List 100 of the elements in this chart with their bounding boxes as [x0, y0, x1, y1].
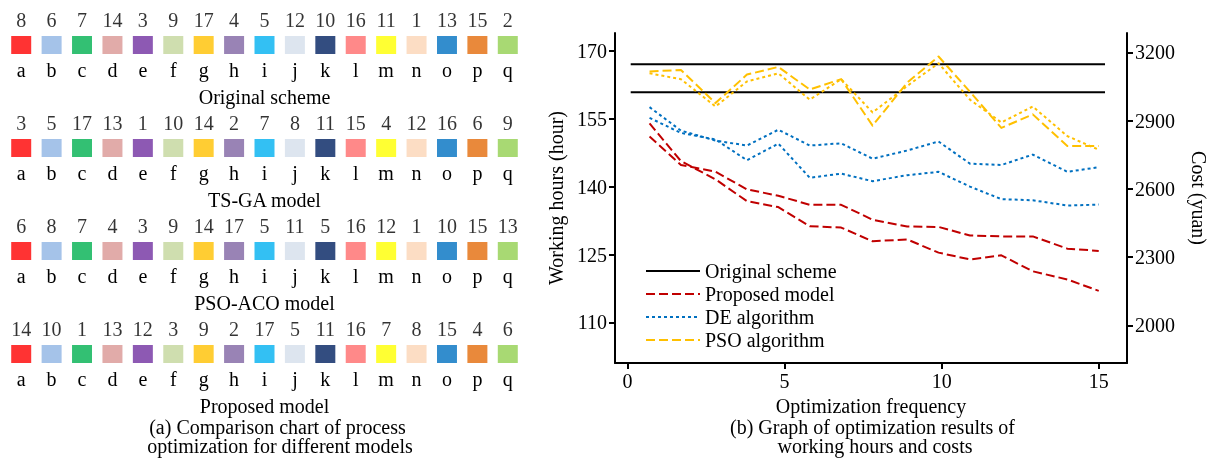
category-label: b	[46, 368, 57, 390]
data-label: 15	[467, 9, 488, 31]
y2-tick-label: 2600	[1135, 177, 1175, 200]
legend-label: Proposed model	[705, 283, 835, 306]
category-label: p	[472, 265, 483, 287]
data-label: 10	[163, 112, 184, 134]
data-label: 2	[502, 9, 513, 31]
data-label: 1	[137, 112, 148, 134]
category-label: p	[472, 368, 483, 390]
text: Proposed model	[199, 395, 330, 418]
category-label: g	[198, 368, 209, 390]
data-label: 10	[41, 318, 62, 340]
legend-label: DE algorithm	[705, 306, 815, 329]
data-label: 5	[259, 215, 270, 237]
data-label: 9	[168, 215, 179, 237]
category-label: m	[378, 368, 394, 390]
data-label: 6	[16, 215, 27, 237]
category-label: f	[169, 368, 177, 390]
data-label: 12	[132, 318, 153, 340]
y-tick-label: 140	[577, 175, 607, 198]
data-label: 12	[284, 9, 305, 31]
data-label: 12	[406, 112, 427, 134]
category-label: n	[411, 162, 422, 184]
category-label: q	[502, 59, 513, 82]
data-label: 8	[46, 215, 57, 237]
data-label: 13	[102, 318, 123, 340]
category-label: f	[169, 265, 177, 287]
category-label: e	[138, 162, 148, 184]
y-tick-label: 110	[577, 311, 607, 334]
category-label: l	[352, 368, 359, 390]
category-label: g	[198, 59, 209, 82]
data-label: 16	[345, 318, 366, 340]
legend-label: Original scheme	[705, 260, 837, 283]
category-label: e	[138, 59, 148, 81]
text: Original scheme	[198, 86, 331, 109]
category-label: e	[138, 265, 148, 287]
data-label: 17	[224, 215, 245, 237]
x-tick-label: 15	[1088, 370, 1109, 392]
category-label: g	[198, 162, 209, 184]
y2-tick-label: 2900	[1135, 109, 1175, 132]
category-label: q	[502, 368, 513, 390]
category-label: c	[77, 162, 87, 184]
data-label: 14	[193, 112, 214, 134]
data-label: 7	[259, 112, 270, 134]
category-label: p	[472, 162, 483, 184]
category-label: b	[46, 265, 57, 287]
data-label: 11	[315, 318, 335, 340]
data-label: 6	[472, 112, 483, 134]
data-label: 7	[77, 9, 88, 31]
data-label: 15	[467, 215, 488, 237]
data-label: 10	[436, 215, 457, 237]
data-label: 2	[229, 318, 240, 340]
y2-tick-label: 2000	[1135, 314, 1175, 337]
y-tick-label: 170	[577, 40, 607, 63]
category-label: c	[77, 59, 87, 81]
y-tick-label: 125	[577, 243, 607, 266]
legend-label: PSO algorithm	[705, 329, 825, 352]
category-label: c	[77, 368, 87, 390]
data-label: 15	[436, 318, 457, 340]
data-label: 7	[381, 318, 392, 340]
data-label: 16	[345, 9, 366, 31]
data-label: 5	[259, 9, 270, 31]
category-label: h	[229, 59, 240, 81]
category-label: b	[46, 162, 57, 184]
x-tick-label: 5	[779, 370, 790, 392]
category-label: g	[198, 265, 209, 287]
data-label: 5	[320, 215, 331, 237]
category-label: i	[261, 265, 268, 287]
category-label: a	[16, 265, 26, 287]
data-label: 16	[436, 112, 457, 134]
data-label: 17	[72, 112, 93, 134]
data-label: 4	[472, 318, 483, 340]
y2-tick-label: 2300	[1135, 246, 1175, 269]
data-label: 2	[229, 112, 240, 134]
y-tick-label: 155	[577, 107, 607, 130]
data-label: 3	[137, 9, 148, 31]
data-label: 9	[198, 318, 209, 340]
data-label: 13	[436, 9, 457, 31]
category-label: m	[378, 265, 394, 287]
category-label: o	[441, 59, 452, 81]
category-label: l	[352, 265, 359, 287]
category-label: i	[261, 368, 268, 390]
category-label: j	[292, 368, 298, 390]
data-label: 8	[411, 318, 422, 340]
category-label: k	[320, 59, 331, 81]
category-label: d	[107, 162, 118, 184]
data-label: 1	[411, 215, 422, 237]
category-label: f	[169, 59, 177, 81]
text: TS-GA model	[208, 189, 322, 211]
data-label: 17	[254, 318, 275, 340]
category-label: j	[291, 59, 298, 82]
data-label: 16	[345, 215, 366, 237]
y2-axis-title: Cost (yuan)	[1187, 151, 1210, 245]
category-label: p	[472, 59, 483, 82]
category-label: a	[16, 162, 26, 184]
data-label: 3	[137, 215, 148, 237]
category-label: j	[292, 265, 298, 287]
category-label: a	[16, 368, 26, 390]
category-label: d	[107, 368, 118, 390]
data-label: 12	[376, 215, 397, 237]
